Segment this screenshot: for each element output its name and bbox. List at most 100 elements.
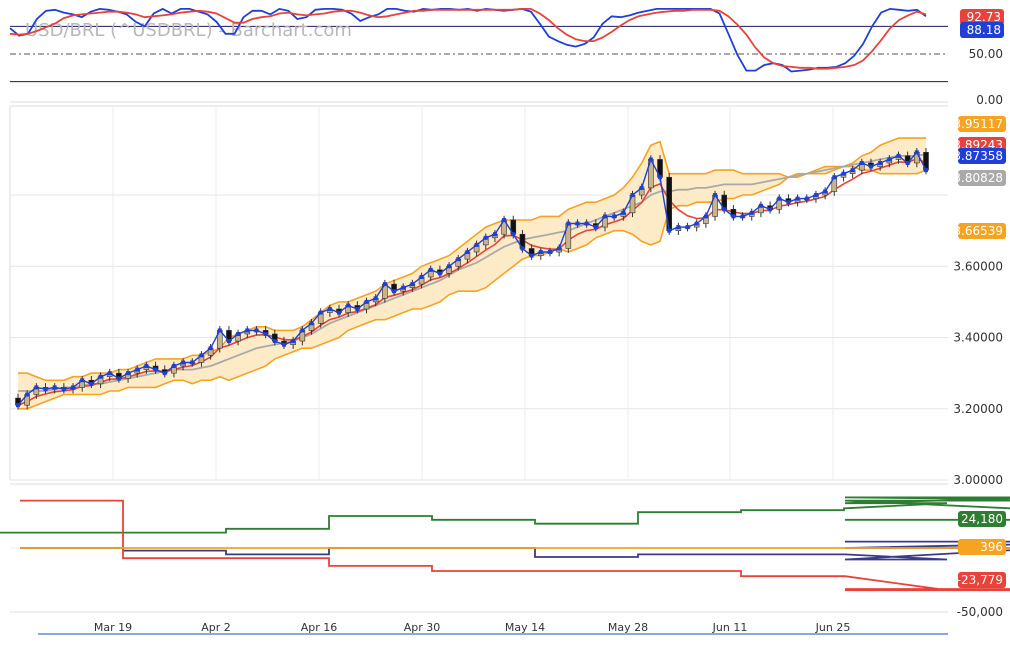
price-last-value-3-label: 3.87358: [953, 149, 1003, 163]
close-price-point: [777, 196, 782, 201]
close-price-point: [813, 193, 818, 198]
price-last-value-5-bg: [958, 223, 1006, 239]
close-price-point: [291, 339, 296, 344]
x-tick-label-1: Apr 2: [201, 621, 231, 634]
close-price-point: [703, 214, 708, 219]
x-tick-label-4: May 14: [505, 621, 545, 634]
close-price-point: [566, 221, 571, 226]
close-price-point: [676, 225, 681, 230]
price-y-tick-3: 3.00000: [953, 473, 1003, 487]
close-price-point: [547, 250, 552, 255]
close-price-point: [144, 364, 149, 369]
close-price-point: [364, 299, 369, 304]
bollinger-lower-line: [18, 165, 927, 410]
close-price-point: [61, 387, 66, 392]
price-last-value-4-bg: [958, 170, 1006, 186]
close-price-point: [557, 246, 562, 251]
close-price-point: [722, 207, 727, 212]
close-price-point: [437, 271, 442, 276]
close-price-point: [914, 150, 919, 155]
close-price-point: [71, 385, 76, 390]
close-price-point: [245, 328, 250, 333]
close-price-point: [116, 376, 121, 381]
close-price-point: [823, 189, 828, 194]
close-price-point: [758, 203, 763, 208]
cot-last-value-3-label: -23,779: [957, 573, 1003, 587]
price-last-value-5-label: 3.66539: [953, 224, 1003, 238]
cot-last-value-3-bg: [958, 572, 1006, 588]
close-price-point: [181, 360, 186, 365]
close-price-point: [786, 200, 791, 205]
close-price-line: [17, 151, 927, 406]
close-price-point: [593, 225, 598, 230]
close-price-point: [795, 196, 800, 201]
watermark-title: USD/BRL (^USDBRL) - Barchart.com: [25, 20, 352, 41]
cot-last-value-2-label: 396: [980, 540, 1003, 554]
close-price-point: [538, 250, 543, 255]
close-price-point: [905, 160, 910, 165]
close-price-point: [621, 210, 626, 215]
close-price-point: [456, 257, 461, 262]
close-price-point: [419, 274, 424, 279]
close-price-point: [878, 160, 883, 165]
cot-last-value-1-label: 24,180: [961, 512, 1003, 526]
close-price-point: [373, 296, 378, 301]
stoch-last-value-1-bg: [960, 9, 1004, 25]
close-price-point: [43, 387, 48, 392]
close-price-point: [208, 346, 213, 351]
close-price-point: [465, 250, 470, 255]
close-price-point: [713, 193, 718, 198]
close-price-point: [135, 367, 140, 372]
close-price-point: [318, 310, 323, 315]
close-price-point: [337, 310, 342, 315]
close-price-point: [474, 242, 479, 247]
x-tick-label-7: Jun 25: [815, 621, 851, 634]
close-price-point: [126, 371, 131, 376]
x-tick-label-2: Apr 16: [301, 621, 338, 634]
bollinger-band-fill: [18, 138, 926, 409]
close-price-point: [107, 371, 112, 376]
close-price-point: [658, 175, 663, 180]
close-price-point: [575, 221, 580, 226]
close-price-point: [263, 331, 268, 336]
close-price-point: [25, 392, 30, 397]
close-price-point: [171, 364, 176, 369]
moving-average-fast-line: [17, 157, 927, 406]
price-y-tick-2: 3.20000: [953, 402, 1003, 416]
close-price-point: [89, 381, 94, 386]
x-tick-label-3: Apr 30: [404, 621, 441, 634]
stoch-last-value-2-bg: [960, 22, 1004, 38]
stoch-y-tick-0: 50.00: [969, 47, 1003, 61]
close-price-point: [612, 214, 617, 219]
close-price-point: [226, 339, 231, 344]
close-price-point: [694, 221, 699, 226]
close-price-point: [924, 168, 928, 173]
cot-last-value-1-bg: [958, 511, 1006, 527]
close-price-point: [153, 367, 158, 372]
price-y-tick-1: 3.40000: [953, 331, 1003, 345]
price-last-value-1-bg: [958, 116, 1006, 132]
price-last-value-3-bg: [958, 148, 1006, 164]
close-price-point: [584, 221, 589, 226]
close-price-point: [217, 328, 222, 333]
cot-series-line-2: [20, 499, 1010, 592]
close-price-point: [382, 282, 387, 287]
cot-series-line-0: [0, 496, 1010, 534]
price-last-value-1-label: 3.95117: [953, 117, 1003, 131]
close-price-point: [190, 360, 195, 365]
close-price-point: [309, 321, 314, 326]
close-price-point: [254, 328, 259, 333]
close-price-point: [768, 207, 773, 212]
stoch-last-value-2-label: 88.18: [967, 23, 1001, 37]
close-price-point: [410, 282, 415, 287]
close-price-point: [868, 164, 873, 169]
close-price-point: [162, 371, 167, 376]
cot-y-tick-3: -50,000: [957, 605, 1003, 619]
close-price-point: [850, 168, 855, 173]
price-y-tick-0: 3.60000: [953, 259, 1003, 273]
close-price-point: [511, 232, 516, 237]
stoch-series-line-1: [9, 7, 927, 70]
close-price-point: [236, 331, 241, 336]
close-price-point: [447, 264, 452, 269]
